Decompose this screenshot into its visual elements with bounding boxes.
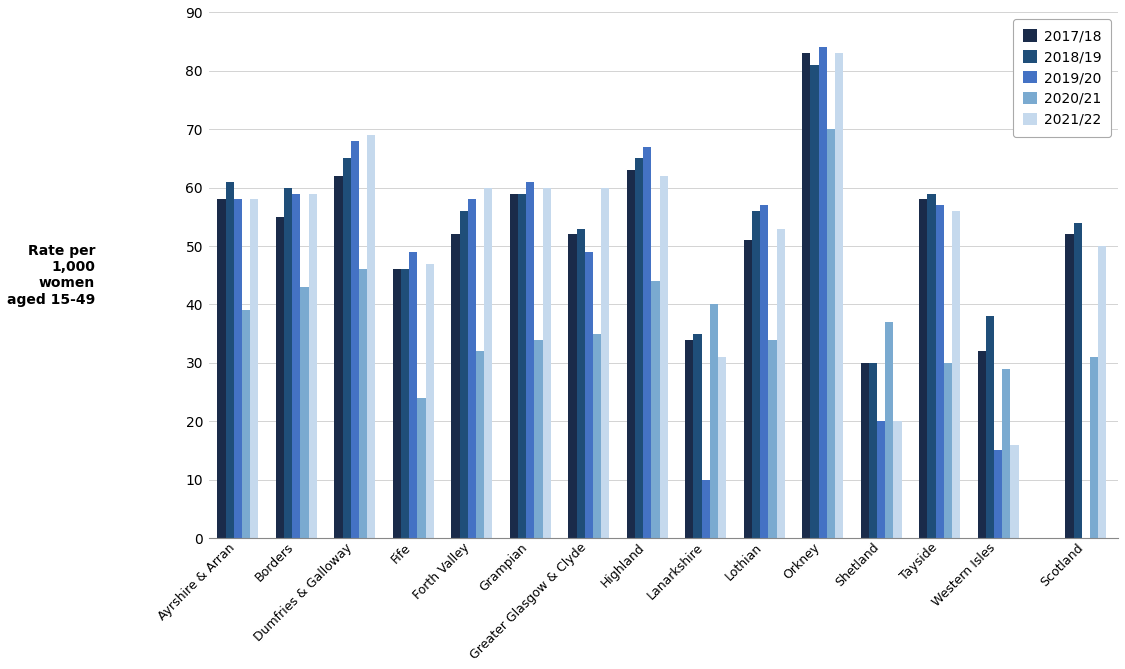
Bar	[952, 211, 960, 538]
Bar	[367, 135, 376, 538]
Bar	[810, 65, 819, 538]
Bar	[300, 287, 308, 538]
Bar	[893, 421, 901, 538]
Bar	[585, 252, 593, 538]
Bar	[1073, 223, 1082, 538]
Bar	[425, 264, 434, 538]
Bar	[819, 47, 827, 538]
Bar	[242, 310, 250, 538]
Bar	[593, 334, 601, 538]
Bar	[534, 339, 542, 538]
Bar	[576, 229, 585, 538]
Bar	[768, 339, 776, 538]
Bar	[710, 304, 718, 538]
Bar	[718, 357, 727, 538]
Bar	[651, 281, 659, 538]
Bar	[526, 182, 534, 538]
Bar	[868, 363, 878, 538]
Bar	[634, 159, 643, 538]
Bar	[885, 322, 893, 538]
Bar	[744, 240, 752, 538]
Bar	[927, 193, 936, 538]
Bar	[351, 141, 359, 538]
Bar	[510, 193, 518, 538]
Bar	[1098, 246, 1106, 538]
Bar	[308, 193, 317, 538]
Bar	[944, 363, 952, 538]
Bar	[410, 252, 417, 538]
Bar	[568, 234, 576, 538]
Bar	[484, 188, 493, 538]
Bar	[234, 199, 242, 538]
Bar	[285, 188, 292, 538]
Bar	[400, 270, 410, 538]
Bar	[1002, 369, 1010, 538]
Bar	[393, 270, 400, 538]
Bar	[601, 188, 610, 538]
Bar	[468, 199, 476, 538]
Bar	[644, 147, 651, 538]
Bar	[752, 211, 760, 538]
Bar	[659, 176, 668, 538]
Bar	[1010, 445, 1018, 538]
Bar	[292, 193, 300, 538]
Bar	[936, 205, 944, 538]
Bar	[627, 170, 634, 538]
Bar	[861, 363, 868, 538]
Bar	[835, 54, 844, 538]
Bar	[827, 129, 835, 538]
Bar	[802, 54, 810, 538]
Bar	[878, 421, 885, 538]
Bar	[451, 234, 459, 538]
Bar	[542, 188, 551, 538]
Bar	[702, 480, 710, 538]
Bar	[250, 199, 259, 538]
Bar	[978, 351, 986, 538]
Bar	[343, 159, 351, 538]
Bar	[1065, 234, 1073, 538]
Bar	[217, 199, 226, 538]
Bar	[776, 229, 785, 538]
Bar	[226, 182, 234, 538]
Bar	[1090, 357, 1098, 538]
Bar	[518, 193, 526, 538]
Bar	[334, 176, 343, 538]
Bar	[276, 217, 285, 538]
Bar	[685, 339, 693, 538]
Bar	[693, 334, 702, 538]
Bar	[919, 199, 927, 538]
Bar	[417, 398, 425, 538]
Bar	[986, 316, 994, 538]
Legend: 2017/18, 2018/19, 2019/20, 2020/21, 2021/22: 2017/18, 2018/19, 2019/20, 2020/21, 2021…	[1014, 19, 1112, 136]
Y-axis label: Rate per
1,000
women
aged 15-49: Rate per 1,000 women aged 15-49	[7, 244, 96, 306]
Bar	[476, 351, 484, 538]
Bar	[359, 270, 367, 538]
Bar	[760, 205, 768, 538]
Bar	[459, 211, 468, 538]
Bar	[994, 450, 1002, 538]
